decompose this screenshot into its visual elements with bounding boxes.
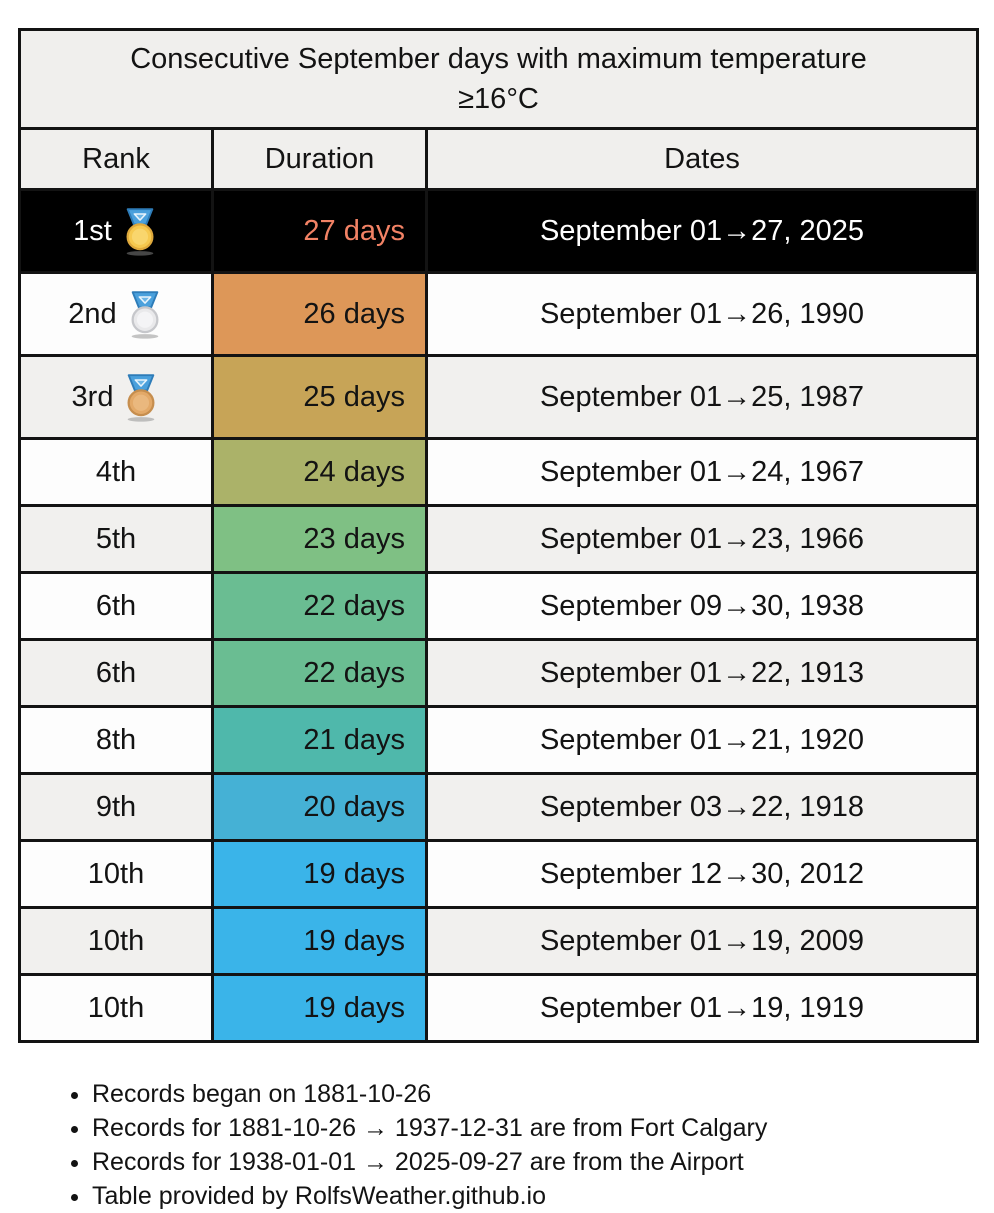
- table-row: 3rd 25 days September 01→25, 1987: [18, 354, 980, 440]
- rank-cell: 8th: [18, 705, 214, 775]
- rank-label: 10th: [87, 991, 145, 1024]
- duration-cell: 22 days: [211, 638, 428, 708]
- rank-cell: 3rd: [18, 354, 214, 440]
- note-item: Records for 1938-01-01 → 2025-09-27 are …: [92, 1145, 976, 1179]
- table-title-line2: ≥16°C: [458, 83, 539, 115]
- col-header-rank: Rank: [18, 127, 214, 191]
- table-row: 8th 21 days September 01→21, 1920: [18, 705, 980, 775]
- dates-cell: September 01→23, 1966: [424, 504, 980, 574]
- dates-cell: September 01→21, 1920: [424, 705, 980, 775]
- dates-cell: September 09→30, 1938: [424, 571, 980, 641]
- dates-cell: September 01→25, 1987: [424, 354, 980, 440]
- dates-cell: September 03→22, 1918: [424, 772, 980, 842]
- table-row: 2nd 26 days September 01→26, 1990: [18, 271, 980, 357]
- note-item: Records began on 1881-10-26: [92, 1077, 976, 1111]
- note-item: Records for 1881-10-26 → 1937-12-31 are …: [92, 1111, 976, 1145]
- table-row: 6th 22 days September 01→22, 1913: [18, 638, 980, 708]
- title-row: Consecutive September days with maximum …: [17, 28, 980, 130]
- dates-cell: September 01→27, 2025: [424, 188, 980, 274]
- duration-cell: 25 days: [211, 354, 428, 440]
- rank-label: 9th: [95, 790, 137, 823]
- dates-cell: September 01→24, 1967: [424, 437, 980, 507]
- duration-cell: 22 days: [211, 571, 428, 641]
- rank-cell: 6th: [18, 638, 214, 708]
- rank-cell: 4th: [18, 437, 214, 507]
- rank-cell: 10th: [18, 973, 214, 1043]
- bronze-medal-icon: [127, 374, 155, 422]
- table-row: 6th 22 days September 09→30, 1938: [18, 571, 980, 641]
- notes-list: Records began on 1881-10-26 Records for …: [62, 1077, 976, 1213]
- table-body: 1st 27 days September 01→27, 2025 2nd: [18, 188, 980, 1043]
- gold-medal-icon: [126, 208, 154, 256]
- note-item: Table provided by RolfsWeather.github.io: [92, 1179, 976, 1213]
- rank-label: 3rd: [71, 380, 114, 413]
- duration-cell: 19 days: [211, 839, 428, 909]
- rank-label: 4th: [95, 455, 137, 488]
- table-title: Consecutive September days with maximum …: [17, 28, 980, 130]
- table-row: 9th 20 days September 03→22, 1918: [18, 772, 980, 842]
- duration-cell: 19 days: [211, 973, 428, 1043]
- rank-label: 10th: [87, 857, 145, 890]
- duration-cell: 21 days: [211, 705, 428, 775]
- table-row: 4th 24 days September 01→24, 1967: [18, 437, 980, 507]
- rank-cell: 6th: [18, 571, 214, 641]
- rank-label: 10th: [87, 924, 145, 957]
- rank-label: 2nd: [68, 297, 117, 330]
- column-header-row: Rank Duration Dates: [18, 127, 980, 191]
- rank-cell: 9th: [18, 772, 214, 842]
- table-title-line1: Consecutive September days with maximum …: [130, 43, 867, 75]
- dates-cell: September 12→30, 2012: [424, 839, 980, 909]
- rank-cell: 10th: [18, 906, 214, 976]
- table-row: 1st 27 days September 01→27, 2025: [18, 188, 980, 274]
- col-header-duration: Duration: [211, 127, 428, 191]
- duration-cell: 20 days: [211, 772, 428, 842]
- rank-label: 6th: [95, 589, 137, 622]
- duration-cell: 26 days: [211, 271, 428, 357]
- rank-cell: 2nd: [18, 271, 214, 357]
- col-header-dates: Dates: [424, 127, 980, 191]
- duration-cell: 27 days: [211, 188, 428, 274]
- dates-cell: September 01→19, 1919: [424, 973, 980, 1043]
- rank-cell: 5th: [18, 504, 214, 574]
- duration-cell: 24 days: [211, 437, 428, 507]
- rank-cell: 1st: [18, 188, 214, 274]
- table-row: 10th 19 days September 01→19, 1919: [18, 973, 980, 1043]
- table-row: 5th 23 days September 01→23, 1966: [18, 504, 980, 574]
- dates-cell: September 01→19, 2009: [424, 906, 980, 976]
- duration-cell: 23 days: [211, 504, 428, 574]
- dates-cell: September 01→22, 1913: [424, 638, 980, 708]
- rank-label: 6th: [95, 656, 137, 689]
- rank-label: 5th: [95, 522, 137, 555]
- table-row: 10th 19 days September 12→30, 2012: [18, 839, 980, 909]
- rank-cell: 10th: [18, 839, 214, 909]
- table-row: 10th 19 days September 01→19, 2009: [18, 906, 980, 976]
- dates-cell: September 01→26, 1990: [424, 271, 980, 357]
- rank-label: 8th: [95, 723, 137, 756]
- silver-medal-icon: [131, 291, 159, 339]
- rank-label: 1st: [73, 214, 112, 247]
- duration-cell: 19 days: [211, 906, 428, 976]
- records-table: Consecutive September days with maximum …: [17, 28, 980, 1043]
